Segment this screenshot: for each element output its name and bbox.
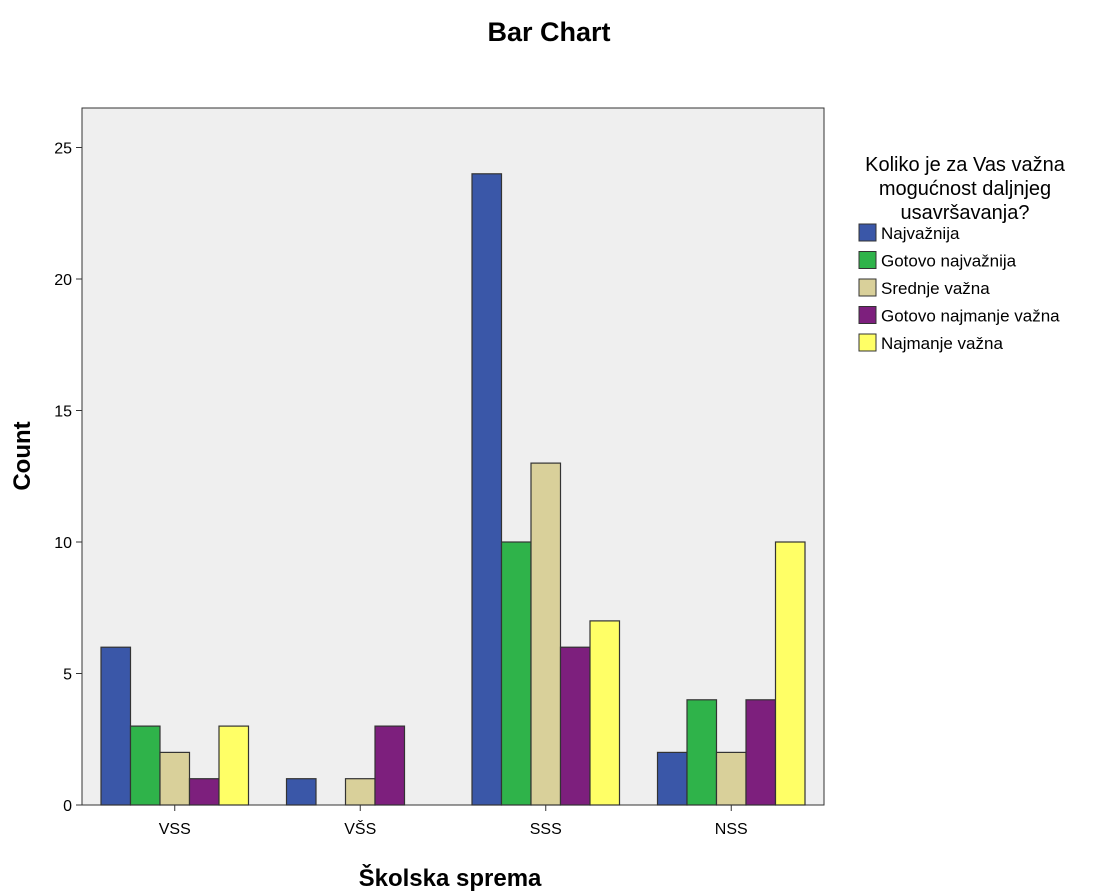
bar	[374, 725, 406, 806]
bar	[589, 620, 621, 806]
legend-swatch	[858, 333, 877, 352]
legend-title-line: usavršavanja?	[901, 202, 1030, 224]
y-tick-label: 5	[63, 667, 72, 684]
bar	[745, 699, 777, 806]
plot-area	[81, 107, 825, 806]
bar	[129, 725, 161, 806]
legend-title-line: mogućnost daljnjeg	[879, 178, 1051, 200]
legend-swatch	[858, 251, 877, 269]
bar	[471, 173, 503, 806]
legend-label: Gotovo najvažnija	[881, 252, 1017, 271]
chart-title: Bar Chart	[487, 17, 610, 47]
bar	[188, 778, 220, 806]
y-axis: 0 5 10 15 20 25	[54, 141, 82, 815]
legend-label: Najmanje važna	[881, 334, 1003, 353]
legend-label: Gotovo najmanje važna	[881, 307, 1060, 326]
bar	[715, 751, 747, 806]
bar	[100, 646, 132, 806]
y-tick-label: 10	[54, 535, 72, 552]
bar	[686, 699, 718, 806]
x-tick-label: SSS	[530, 821, 562, 838]
bar	[559, 646, 591, 806]
legend-swatch	[858, 278, 877, 297]
bar	[344, 778, 376, 806]
bar	[500, 541, 532, 806]
bar	[285, 778, 317, 806]
bars	[100, 173, 806, 806]
x-tick-label: NSS	[715, 821, 748, 838]
legend-title-line: Koliko je za Vas važna	[865, 154, 1066, 176]
legend-swatch	[858, 306, 877, 324]
bar	[218, 725, 250, 806]
x-tick-label: VSS	[159, 821, 191, 838]
x-axis-title: Školska sprema	[359, 864, 542, 892]
y-axis-title: Count	[9, 421, 36, 490]
bar	[159, 751, 191, 806]
y-tick-label: 15	[54, 404, 72, 421]
legend-label: Srednje važna	[881, 279, 990, 298]
bar	[530, 462, 562, 806]
x-tick-label: VŠS	[344, 819, 376, 838]
legend-swatch	[858, 223, 877, 242]
y-tick-label: 25	[54, 141, 72, 158]
bar	[774, 541, 806, 806]
legend-label: Najvažnija	[881, 224, 960, 243]
y-tick-label: 20	[54, 272, 72, 289]
y-tick-label: 0	[63, 798, 72, 815]
x-axis: VSS VŠS SSS NSS	[159, 805, 748, 838]
bar	[656, 751, 688, 806]
